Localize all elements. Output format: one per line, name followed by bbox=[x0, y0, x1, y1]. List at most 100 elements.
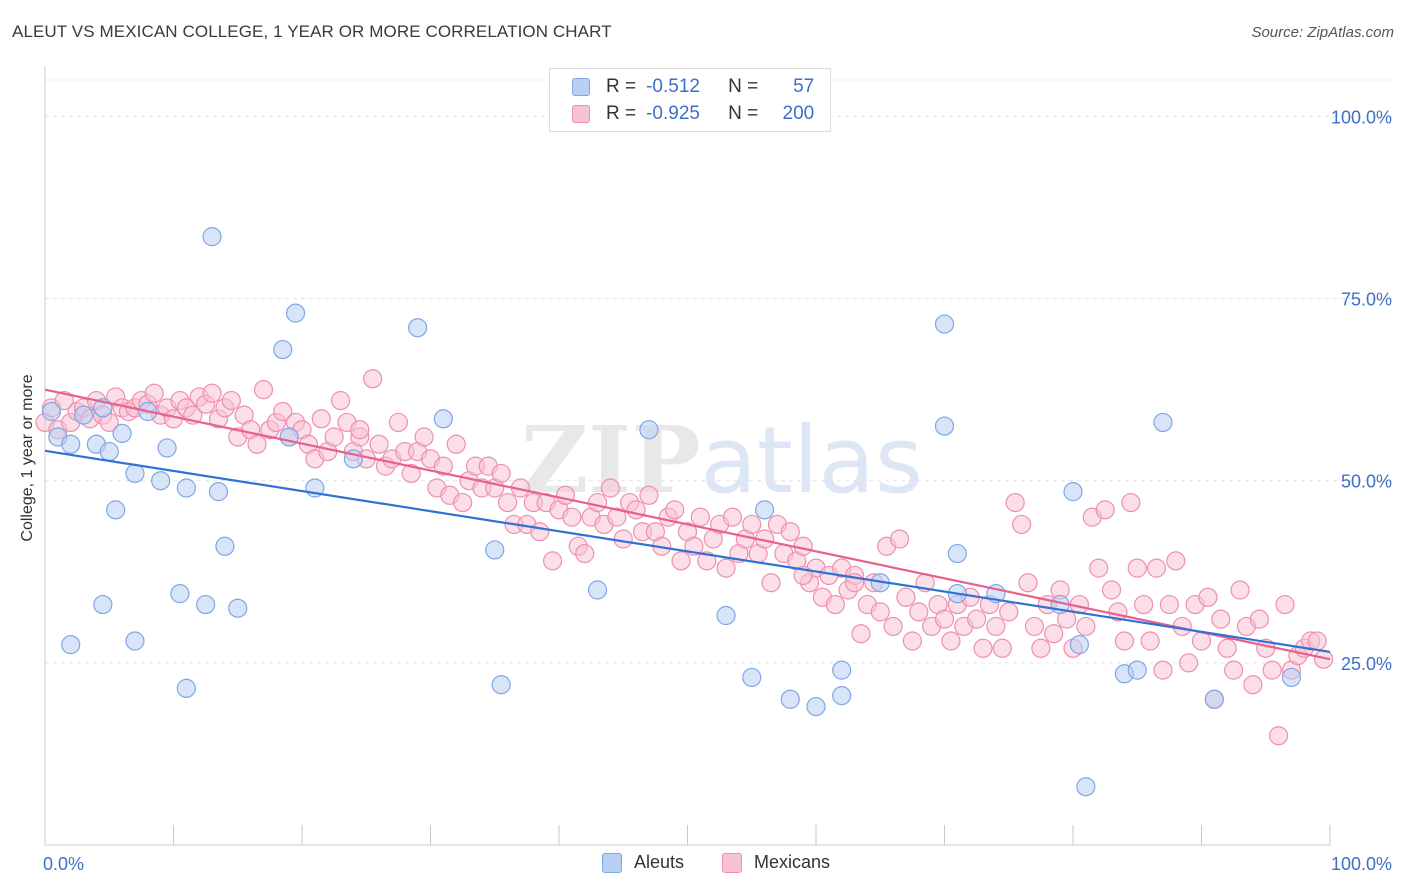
mexican-point bbox=[1121, 492, 1141, 513]
mexican-point bbox=[690, 507, 710, 527]
mexican-point bbox=[1076, 616, 1096, 637]
x-tick-label-max: 100.0% bbox=[1331, 854, 1392, 874]
mexican-point bbox=[446, 434, 466, 454]
mexican-point bbox=[665, 500, 685, 520]
mexican-point bbox=[1262, 660, 1282, 680]
mexican-point bbox=[1230, 580, 1250, 600]
watermark-text: ZIPatlas bbox=[521, 406, 923, 514]
aleut-point bbox=[285, 303, 306, 323]
mexican-point bbox=[453, 492, 473, 513]
mexican-point bbox=[221, 390, 241, 411]
mexican-point bbox=[555, 485, 576, 505]
aleut-point bbox=[491, 675, 511, 695]
mexican-point bbox=[671, 551, 691, 571]
aleut-point bbox=[1281, 667, 1302, 688]
mexican-point bbox=[1268, 726, 1289, 746]
aleut-point bbox=[1076, 777, 1096, 797]
mexican-point bbox=[889, 529, 910, 549]
mexican-point bbox=[697, 551, 717, 571]
mexican-point bbox=[1005, 492, 1025, 513]
mexican-point bbox=[934, 609, 955, 629]
legend-n-label: N = bbox=[728, 76, 759, 97]
aleut-point bbox=[832, 686, 852, 706]
aleut-point bbox=[780, 689, 800, 709]
bottom-legend-mexican: Mexicans bbox=[722, 852, 830, 873]
mexican-point bbox=[600, 478, 621, 498]
aleut-point bbox=[1153, 412, 1173, 433]
mexican-point bbox=[626, 500, 646, 520]
mexican-point bbox=[1307, 631, 1327, 651]
legend-row-aleut: R = -0.512 N = 57 bbox=[572, 74, 814, 100]
mexican-swatch bbox=[722, 852, 742, 873]
aleut-point bbox=[832, 660, 852, 680]
mexican-point bbox=[1044, 624, 1064, 644]
legend-n-value: 200 bbox=[782, 103, 815, 124]
aleut-point bbox=[934, 416, 955, 436]
mexican-point bbox=[388, 412, 408, 433]
aleut-point bbox=[639, 420, 659, 440]
mexican-point bbox=[363, 369, 383, 389]
mexican-point bbox=[1159, 594, 1179, 615]
mexican-point bbox=[902, 631, 922, 651]
mexican-point bbox=[144, 383, 164, 403]
bottom-legend-mexican-label: Mexicans bbox=[754, 852, 831, 872]
mexican-point bbox=[1089, 558, 1109, 578]
mexican-point bbox=[1024, 616, 1045, 637]
aleut-point bbox=[433, 409, 453, 429]
mexican-point bbox=[1101, 580, 1122, 600]
source-label: Source: ZipAtlas.com bbox=[1251, 24, 1394, 41]
aleut-point bbox=[112, 423, 132, 443]
mexican-point bbox=[716, 558, 736, 578]
mexican-point bbox=[1198, 587, 1218, 607]
mexican-point bbox=[542, 551, 563, 571]
legend-n-label: N = bbox=[728, 103, 759, 124]
mexican-point bbox=[1179, 653, 1199, 673]
aleut-point bbox=[1069, 635, 1090, 655]
mexican-point bbox=[1166, 551, 1186, 571]
mexican-point bbox=[1018, 573, 1038, 593]
mexican-point bbox=[247, 434, 267, 454]
aleut-point bbox=[408, 318, 428, 338]
mexican-point bbox=[253, 380, 274, 400]
x-tick-label-min: 0.0% bbox=[43, 854, 84, 874]
aleut-point bbox=[99, 441, 119, 462]
mexican-point bbox=[1095, 500, 1115, 520]
aleut-trend-line bbox=[44, 449, 1331, 654]
mexican-point bbox=[369, 434, 389, 454]
mexican-point bbox=[722, 507, 743, 527]
mexican-point bbox=[498, 492, 518, 513]
grid-lines bbox=[45, 79, 1392, 664]
tick-labels: 25.0% 50.0% 75.0% 100.0% 0.0% 100.0% bbox=[43, 107, 1392, 874]
mexican-point bbox=[1146, 558, 1167, 578]
mexican-point bbox=[273, 401, 293, 422]
mexican-point bbox=[1127, 558, 1147, 578]
legend-row-mexican: R = -0.925 N = 200 bbox=[572, 101, 814, 127]
mexican-point bbox=[54, 390, 74, 411]
aleut-point bbox=[61, 434, 81, 454]
mexican-point bbox=[401, 463, 421, 484]
aleut-point bbox=[125, 463, 145, 484]
aleut-point bbox=[485, 540, 505, 560]
mexican-point bbox=[311, 409, 331, 429]
aleut-point bbox=[587, 580, 608, 600]
legend-n-value: 57 bbox=[793, 76, 815, 97]
aleut-point bbox=[73, 405, 94, 425]
mexican-point bbox=[350, 420, 370, 440]
aleut-point bbox=[125, 631, 145, 651]
trend-lines bbox=[44, 388, 1331, 661]
aleut-point bbox=[228, 598, 248, 618]
aleut-point bbox=[934, 314, 955, 334]
aleut-point bbox=[106, 500, 126, 520]
mexican-point bbox=[433, 456, 453, 476]
aleut-point bbox=[93, 594, 113, 615]
mexican-point bbox=[909, 602, 929, 622]
legend-r-value: -0.925 bbox=[646, 103, 700, 124]
mexican-point bbox=[530, 522, 550, 542]
mexican-point bbox=[1243, 675, 1263, 695]
mexican-point bbox=[973, 638, 993, 658]
aleut-point bbox=[208, 482, 229, 502]
watermark: ZIPatlas bbox=[521, 406, 923, 514]
aleut-point bbox=[202, 227, 222, 247]
bottom-legend: Aleuts Mexicans bbox=[0, 852, 1406, 878]
